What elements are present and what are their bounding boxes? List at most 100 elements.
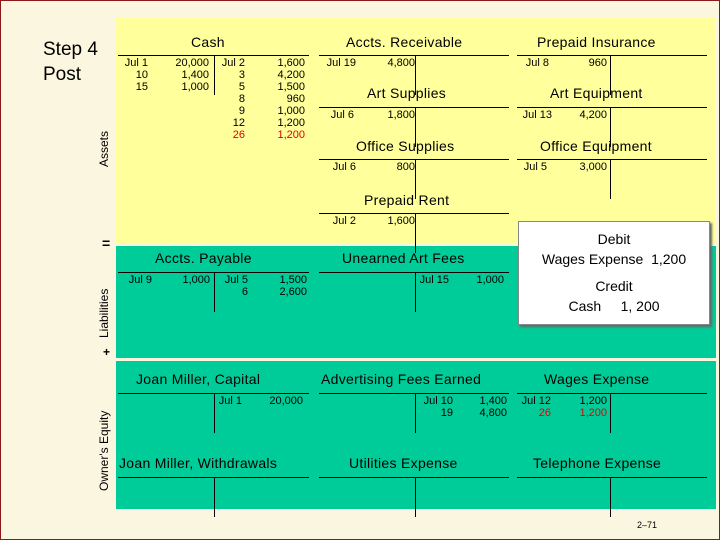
- cash-credits-date: 26: [232, 129, 245, 141]
- accounts-payable-credits-date: Jul 5: [224, 274, 248, 286]
- box-debit-heading: Debit: [597, 231, 631, 247]
- cash-t-divider: [214, 55, 215, 95]
- cash-credits-date: 3: [238, 69, 245, 81]
- box-credit-heading: Credit: [595, 278, 633, 294]
- office-supplies-debits-amount: 800: [396, 161, 415, 173]
- wages-expense-t-divider: [610, 393, 611, 433]
- office-supplies-title: Office Supplies: [356, 138, 455, 154]
- cash-credits-date: 12: [232, 117, 245, 129]
- prepaid-insurance-t-divider: [610, 55, 611, 95]
- capital-t-line: [118, 393, 309, 394]
- advertising-fees-earned-t-line: [319, 393, 509, 394]
- office-equipment-title: Office Equipment: [540, 138, 652, 154]
- prepaid-insurance-debits-amount: 960: [588, 57, 607, 69]
- art-equipment-debits-date: Jul 13: [522, 109, 552, 121]
- cash-credits-amount: 1,200: [277, 129, 305, 141]
- office-equipment-debits-date: Jul 5: [523, 161, 547, 173]
- cash-credits-date: 5: [238, 81, 245, 93]
- wages-expense-debits-amount: 1,200: [579, 395, 607, 407]
- unearned-art-fees-t-divider: [415, 272, 416, 312]
- cash-debits-date: 15: [135, 81, 148, 93]
- art-equipment-debits-amount: 4,200: [579, 109, 607, 121]
- telephone-expense-t-line: [517, 477, 707, 478]
- accounts-payable-title: Accts. Payable: [155, 250, 252, 266]
- accounts-payable-credits-date: 6: [241, 286, 248, 298]
- wages-expense-debits-amount: 1,200: [579, 407, 607, 419]
- cash-credits-amount: 1,500: [277, 81, 305, 93]
- step-title: Step 4 Post: [43, 37, 98, 87]
- owners-equity-band: [116, 361, 716, 509]
- plus-sign: +: [103, 345, 111, 359]
- step-line-1: Step 4: [43, 39, 98, 60]
- office-equipment-t-line: [517, 159, 707, 160]
- advertising-fees-earned-credits-amount: 4,800: [479, 407, 507, 419]
- art-supplies-debits-date: Jul 6: [330, 109, 354, 121]
- capital-credits-date: Jul 1: [218, 395, 242, 407]
- wages-expense-debits-date: 26: [538, 407, 551, 419]
- accounts-payable-debits-amount: 1,000: [182, 274, 210, 286]
- accounts-payable-credits-amount: 2,600: [279, 286, 307, 298]
- accounts-payable-credits-amount: 1,500: [279, 274, 307, 286]
- accounts-payable-debits-date: Jul 9: [128, 274, 152, 286]
- art-supplies-title: Art Supplies: [367, 85, 447, 101]
- cash-debits-amount: 1,000: [181, 81, 209, 93]
- capital-t-divider: [214, 393, 215, 433]
- prepaid-insurance-debits-date: Jul 8: [525, 57, 549, 69]
- utilities-expense-title: Utilities Expense: [349, 455, 458, 471]
- art-supplies-debits-amount: 1,800: [387, 109, 415, 121]
- owners-equity-label: Owner's Equity: [97, 410, 111, 491]
- capital-title: Joan Miller, Capital: [136, 371, 261, 387]
- step-line-2: Post: [43, 64, 82, 85]
- cash-credits-date: 8: [238, 93, 245, 105]
- cash-debits-amount: 1,400: [181, 69, 209, 81]
- unearned-art-fees-t-line: [319, 272, 509, 273]
- accounts-receivable-t-divider: [415, 55, 416, 95]
- art-supplies-t-line: [319, 107, 509, 108]
- accounts-payable-t-divider: [214, 272, 215, 312]
- wages-expense-debits-date: Jul 12: [521, 395, 551, 407]
- page-number: 2–71: [637, 520, 658, 530]
- cash-credits-date: Jul 2: [221, 57, 245, 69]
- accounts-receivable-t-line: [319, 55, 509, 56]
- unearned-art-fees-title: Unearned Art Fees: [342, 250, 465, 266]
- advertising-fees-earned-credits-amount: 1,400: [479, 395, 507, 407]
- cash-credits-amount: 1,000: [277, 105, 305, 117]
- withdrawals-title: Joan Miller, Withdrawals: [119, 455, 278, 471]
- office-supplies-t-divider: [415, 159, 416, 199]
- advertising-fees-earned-credits-date: 19: [440, 407, 453, 419]
- wages-expense-title: Wages Expense: [544, 371, 650, 387]
- cash-credits-date: 9: [238, 105, 245, 117]
- cash-debits-date: Jul 1: [124, 57, 148, 69]
- prepaid-rent-debits-amount: 1,600: [387, 215, 415, 227]
- office-equipment-debits-amount: 3,000: [579, 161, 607, 173]
- accounts-receivable-title: Accts. Receivable: [346, 34, 463, 50]
- office-supplies-t-line: [319, 159, 509, 160]
- art-equipment-title: Art Equipment: [550, 85, 643, 101]
- art-equipment-t-line: [517, 107, 707, 108]
- prepaid-rent-t-line: [319, 213, 509, 214]
- cash-debits-amount: 20,000: [175, 57, 209, 69]
- advertising-fees-earned-title: Advertising Fees Earned: [321, 371, 482, 387]
- office-equipment-t-divider: [610, 159, 611, 199]
- cash-credits-amount: 4,200: [277, 69, 305, 81]
- box-credit-line: Cash 1, 200: [568, 298, 660, 314]
- utilities-expense-t-divider: [415, 477, 416, 517]
- unearned-art-fees-credits-amount: 1,000: [476, 274, 504, 286]
- accounts-receivable-debits-date: Jul 19: [326, 57, 356, 69]
- withdrawals-t-divider: [214, 477, 215, 517]
- journal-entry-box: Debit Wages Expense 1,200 Credit Cash 1,…: [518, 221, 710, 325]
- telephone-expense-t-divider: [610, 477, 611, 517]
- art-equipment-t-divider: [610, 107, 611, 147]
- advertising-fees-earned-t-divider: [415, 393, 416, 433]
- assets-label: Assets: [97, 130, 111, 167]
- prepaid-insurance-title: Prepaid Insurance: [537, 34, 656, 50]
- withdrawals-t-line: [118, 477, 309, 478]
- cash-debits-date: 10: [135, 69, 148, 81]
- advertising-fees-earned-credits-date: Jul 10: [423, 395, 453, 407]
- equals-sign: =: [102, 235, 111, 251]
- box-debit-line: Wages Expense 1,200: [541, 251, 687, 267]
- cash-credits-amount: 1,600: [277, 57, 305, 69]
- capital-credits-amount: 20,000: [269, 395, 303, 407]
- art-supplies-t-divider: [415, 107, 416, 147]
